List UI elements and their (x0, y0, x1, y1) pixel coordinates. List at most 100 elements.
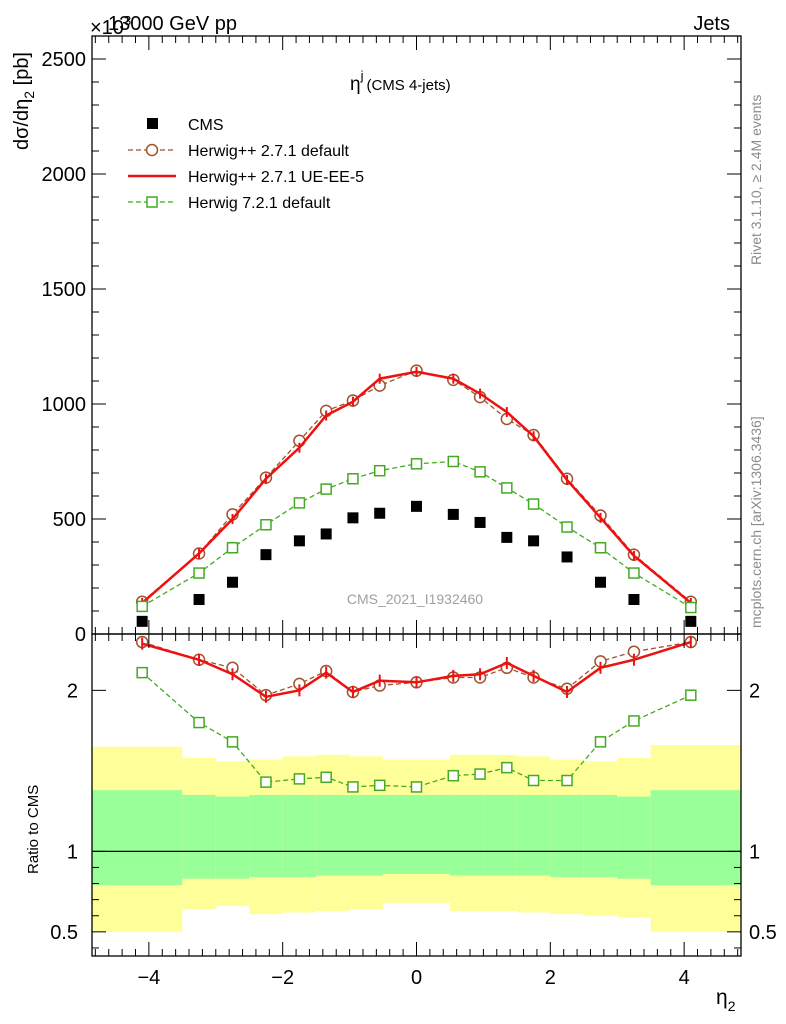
main-point-cms (447, 508, 459, 520)
ratio-band-inner (583, 795, 618, 878)
xlabel-main: η (716, 986, 728, 1009)
main-point-cms (193, 594, 205, 605)
ratio-band-inner (516, 795, 551, 876)
main-point-cms (136, 615, 148, 627)
ratio-ytick-label-right: 2 (749, 680, 760, 702)
main-line-herwig-2-7-1-default (141, 369, 692, 603)
main-point-herwig-7-2-1-default (628, 567, 640, 579)
main-line-herwig-7-2-1-default (141, 460, 692, 609)
main-ylabel-rest: [pb] (11, 52, 33, 91)
main-point-herwig-7-2-1-default (347, 473, 359, 485)
xtick-label: 4 (679, 967, 690, 989)
plot-title-rest: (CMS 4-jets) (366, 77, 450, 94)
legend-label-herwig7: Herwig 7.2.1 default (188, 195, 331, 212)
main-ylabel-sub: 2 (21, 91, 37, 99)
main-point-cms (227, 576, 239, 588)
ratio-band-inner (92, 790, 183, 886)
xtick-label: 2 (545, 967, 556, 989)
legend-label-herwig-ueee5: Herwig++ 2.7.1 UE-EE-5 (188, 169, 364, 186)
ratio-point-herwig-7-2-1-default (410, 781, 423, 793)
main-ytick-label: 1000 (42, 394, 87, 416)
plot-title-symbol: η (350, 74, 361, 95)
ratio-band-inner (182, 795, 216, 879)
legend-marker-cms (147, 118, 158, 129)
plot-title-sup: j (360, 68, 364, 83)
ratio-band-inner (617, 796, 651, 879)
ratio-ytick-label-right: 1 (749, 841, 760, 863)
main-point-cms (320, 528, 332, 540)
ratio-band-inner (416, 795, 450, 874)
ratio-line-herwig-7-2-1-default (141, 672, 692, 788)
xtick-label: 0 (411, 967, 422, 989)
analysis-watermark: CMS_2021_I1932460 (347, 591, 483, 607)
main-ytick-label: 1500 (42, 279, 87, 301)
ratio-band-inner (449, 795, 484, 876)
ratio-point-herwig-7-2-1-default (628, 715, 640, 727)
main-point-cms (628, 594, 640, 605)
ratio-point-herwig-7-2-1-default (527, 774, 540, 787)
ratio-point-herwig-7-2-1-default (447, 769, 460, 782)
main-ytick-label: 0 (75, 624, 86, 646)
ratio-ytick-label-right: 0.5 (749, 922, 777, 944)
ratio-line-herwig-2-7-1-ue-ee-5 (141, 640, 692, 699)
header-left: 13000 GeV pp (108, 13, 237, 35)
main-point-cms (501, 531, 513, 543)
main-point-herwig-7-2-1-default (320, 483, 332, 495)
main-point-cms (293, 535, 305, 547)
ratio-point-herwig-7-2-1-default (474, 768, 486, 780)
main-point-herwig-7-2-1-default (226, 542, 239, 554)
ratio-band-inner (383, 795, 417, 874)
main-point-cms (374, 507, 386, 519)
main-point-herwig-7-2-1-default (501, 482, 513, 494)
xlabel-sub: 2 (728, 998, 736, 1014)
main-point-herwig-7-2-1-default (561, 521, 573, 533)
main-ylabel-main: dσ/dη (11, 99, 33, 150)
legend-marker-herwig-default (145, 143, 159, 157)
main-ytick-label: 500 (53, 509, 86, 531)
main-point-herwig-7-2-1-default (260, 519, 272, 531)
main-point-cms (528, 535, 540, 547)
ratio-band-inner (349, 795, 384, 876)
ratio-ylabel: Ratio to CMS (25, 785, 42, 874)
main-point-cms (411, 500, 422, 512)
rivet-label: Rivet 3.1.10, ≥ 2.4M events (748, 95, 764, 265)
xlabel: η2 (716, 986, 736, 1014)
main-point-herwig-7-2-1-default (410, 458, 423, 470)
ratio-ytick-label: 2 (67, 680, 78, 702)
main-ytick-label: 2500 (42, 49, 87, 71)
ratio-point-herwig-7-2-1-default (347, 781, 359, 793)
mcplots-label: mcplots.cern.ch [arXiv:1306.3436] (748, 416, 764, 628)
main-point-cms (347, 512, 359, 524)
main-ylabel: dσ/dη2 [pb] (11, 52, 37, 150)
main-line-herwig-2-7-1-ue-ee-5 (141, 370, 692, 604)
ratio-band-inner (215, 796, 250, 879)
xtick-label: −2 (271, 967, 294, 989)
main-point-herwig-7-2-1-default (594, 542, 607, 554)
legend-marker-herwig7 (146, 196, 158, 208)
ratio-band-inner (316, 795, 350, 876)
main-point-herwig-7-2-1-default (193, 567, 205, 579)
main-point-cms (260, 549, 272, 561)
ratio-point-herwig-7-2-1-default (293, 773, 306, 785)
legend-label-cms: CMS (188, 117, 224, 134)
ratio-band-inner (650, 790, 741, 886)
legend-label-herwig-default: Herwig++ 2.7.1 default (188, 143, 350, 160)
main-point-herwig-7-2-1-default (373, 464, 386, 477)
main-point-cms (561, 551, 573, 563)
main-point-herwig-7-2-1-default (527, 498, 540, 510)
main-point-herwig-7-2-1-default (447, 455, 460, 468)
ratio-point-herwig-7-2-1-default (260, 776, 272, 788)
main-point-herwig-7-2-1-default (293, 497, 306, 509)
main-point-cms (685, 615, 697, 627)
ratio-band-inner (282, 795, 317, 878)
main-point-cms (474, 516, 486, 528)
ratio-point-herwig-7-2-1-default (561, 774, 573, 787)
ratio-point-herwig-7-2-1-default (685, 689, 697, 701)
ratio-band-inner (483, 795, 517, 876)
xtick-label: −4 (137, 967, 160, 989)
ratio-point-herwig-7-2-1-default (501, 761, 513, 774)
ratio-point-herwig-7-2-1-default (226, 736, 239, 748)
ratio-point-herwig-7-2-1-default (320, 771, 332, 784)
ratio-point-herwig-7-2-1-default (373, 779, 386, 792)
main-ytick-label: 2000 (42, 164, 87, 186)
